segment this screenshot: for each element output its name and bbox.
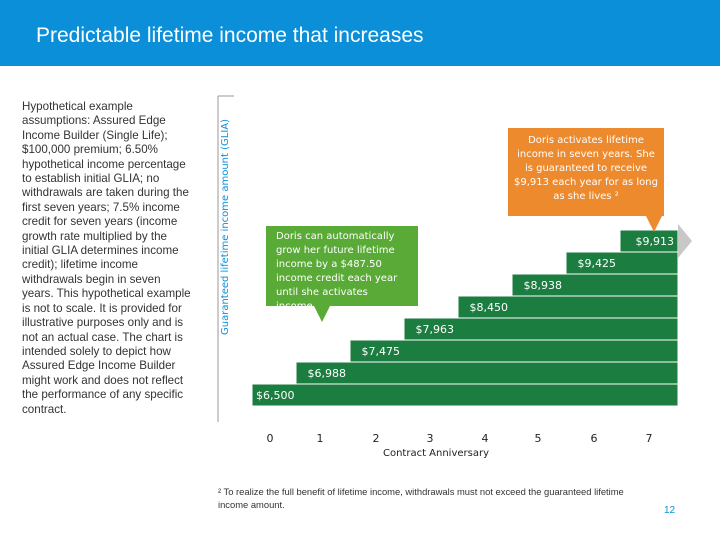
activation-callout: Doris activates lifetime income in seven… [508, 128, 664, 216]
x-tick-0: 0 [267, 432, 274, 445]
assumptions-text: Hypothetical example assumptions: Assure… [22, 100, 191, 416]
bar-step-1 [295, 361, 679, 385]
bar-label-7: $9,913 [636, 235, 675, 248]
income-chart: $6,500 $6,988 $7,475 $7,963 $8,450 $8,938 $9,4… [214, 92, 704, 472]
income-credit-callout: Doris can automatically grow her future … [266, 226, 418, 312]
bar-label-2: $7,475 [362, 345, 401, 358]
growth-arrow [678, 224, 692, 258]
y-axis-label: Guaranteed lifetime income amount (GLIA) [220, 118, 231, 335]
x-axis-label: Contract Anniversary [383, 448, 489, 459]
bar-label-6: $9,425 [578, 257, 617, 270]
x-tick-1: 1 [317, 432, 324, 445]
x-tick-5: 5 [535, 432, 542, 445]
bar-label-5: $8,938 [524, 279, 563, 292]
bar-label-1: $6,988 [308, 367, 347, 380]
x-tick-7: 7 [646, 432, 653, 445]
x-tick-2: 2 [373, 432, 380, 445]
x-tick-3: 3 [427, 432, 434, 445]
bar-label-3: $7,963 [416, 323, 455, 336]
orange-callout-pointer [646, 216, 662, 232]
bar-label-4: $8,450 [470, 301, 509, 314]
bar-step-0 [251, 383, 679, 407]
x-tick-6: 6 [591, 432, 598, 445]
slide-title: Predictable lifetime income that increas… [36, 24, 424, 47]
slide-header: Predictable lifetime income that increas… [0, 0, 720, 66]
bar-label-0: $6,500 [256, 389, 295, 402]
chart-canvas: $6,500 $6,988 $7,475 $7,963 $8,450 $8,938 $9,4… [217, 95, 692, 459]
footnote: ² To realize the full benefit of lifetim… [218, 486, 624, 510]
page-number: 12 [664, 505, 676, 516]
green-callout-pointer [314, 306, 330, 322]
x-tick-4: 4 [482, 432, 489, 445]
